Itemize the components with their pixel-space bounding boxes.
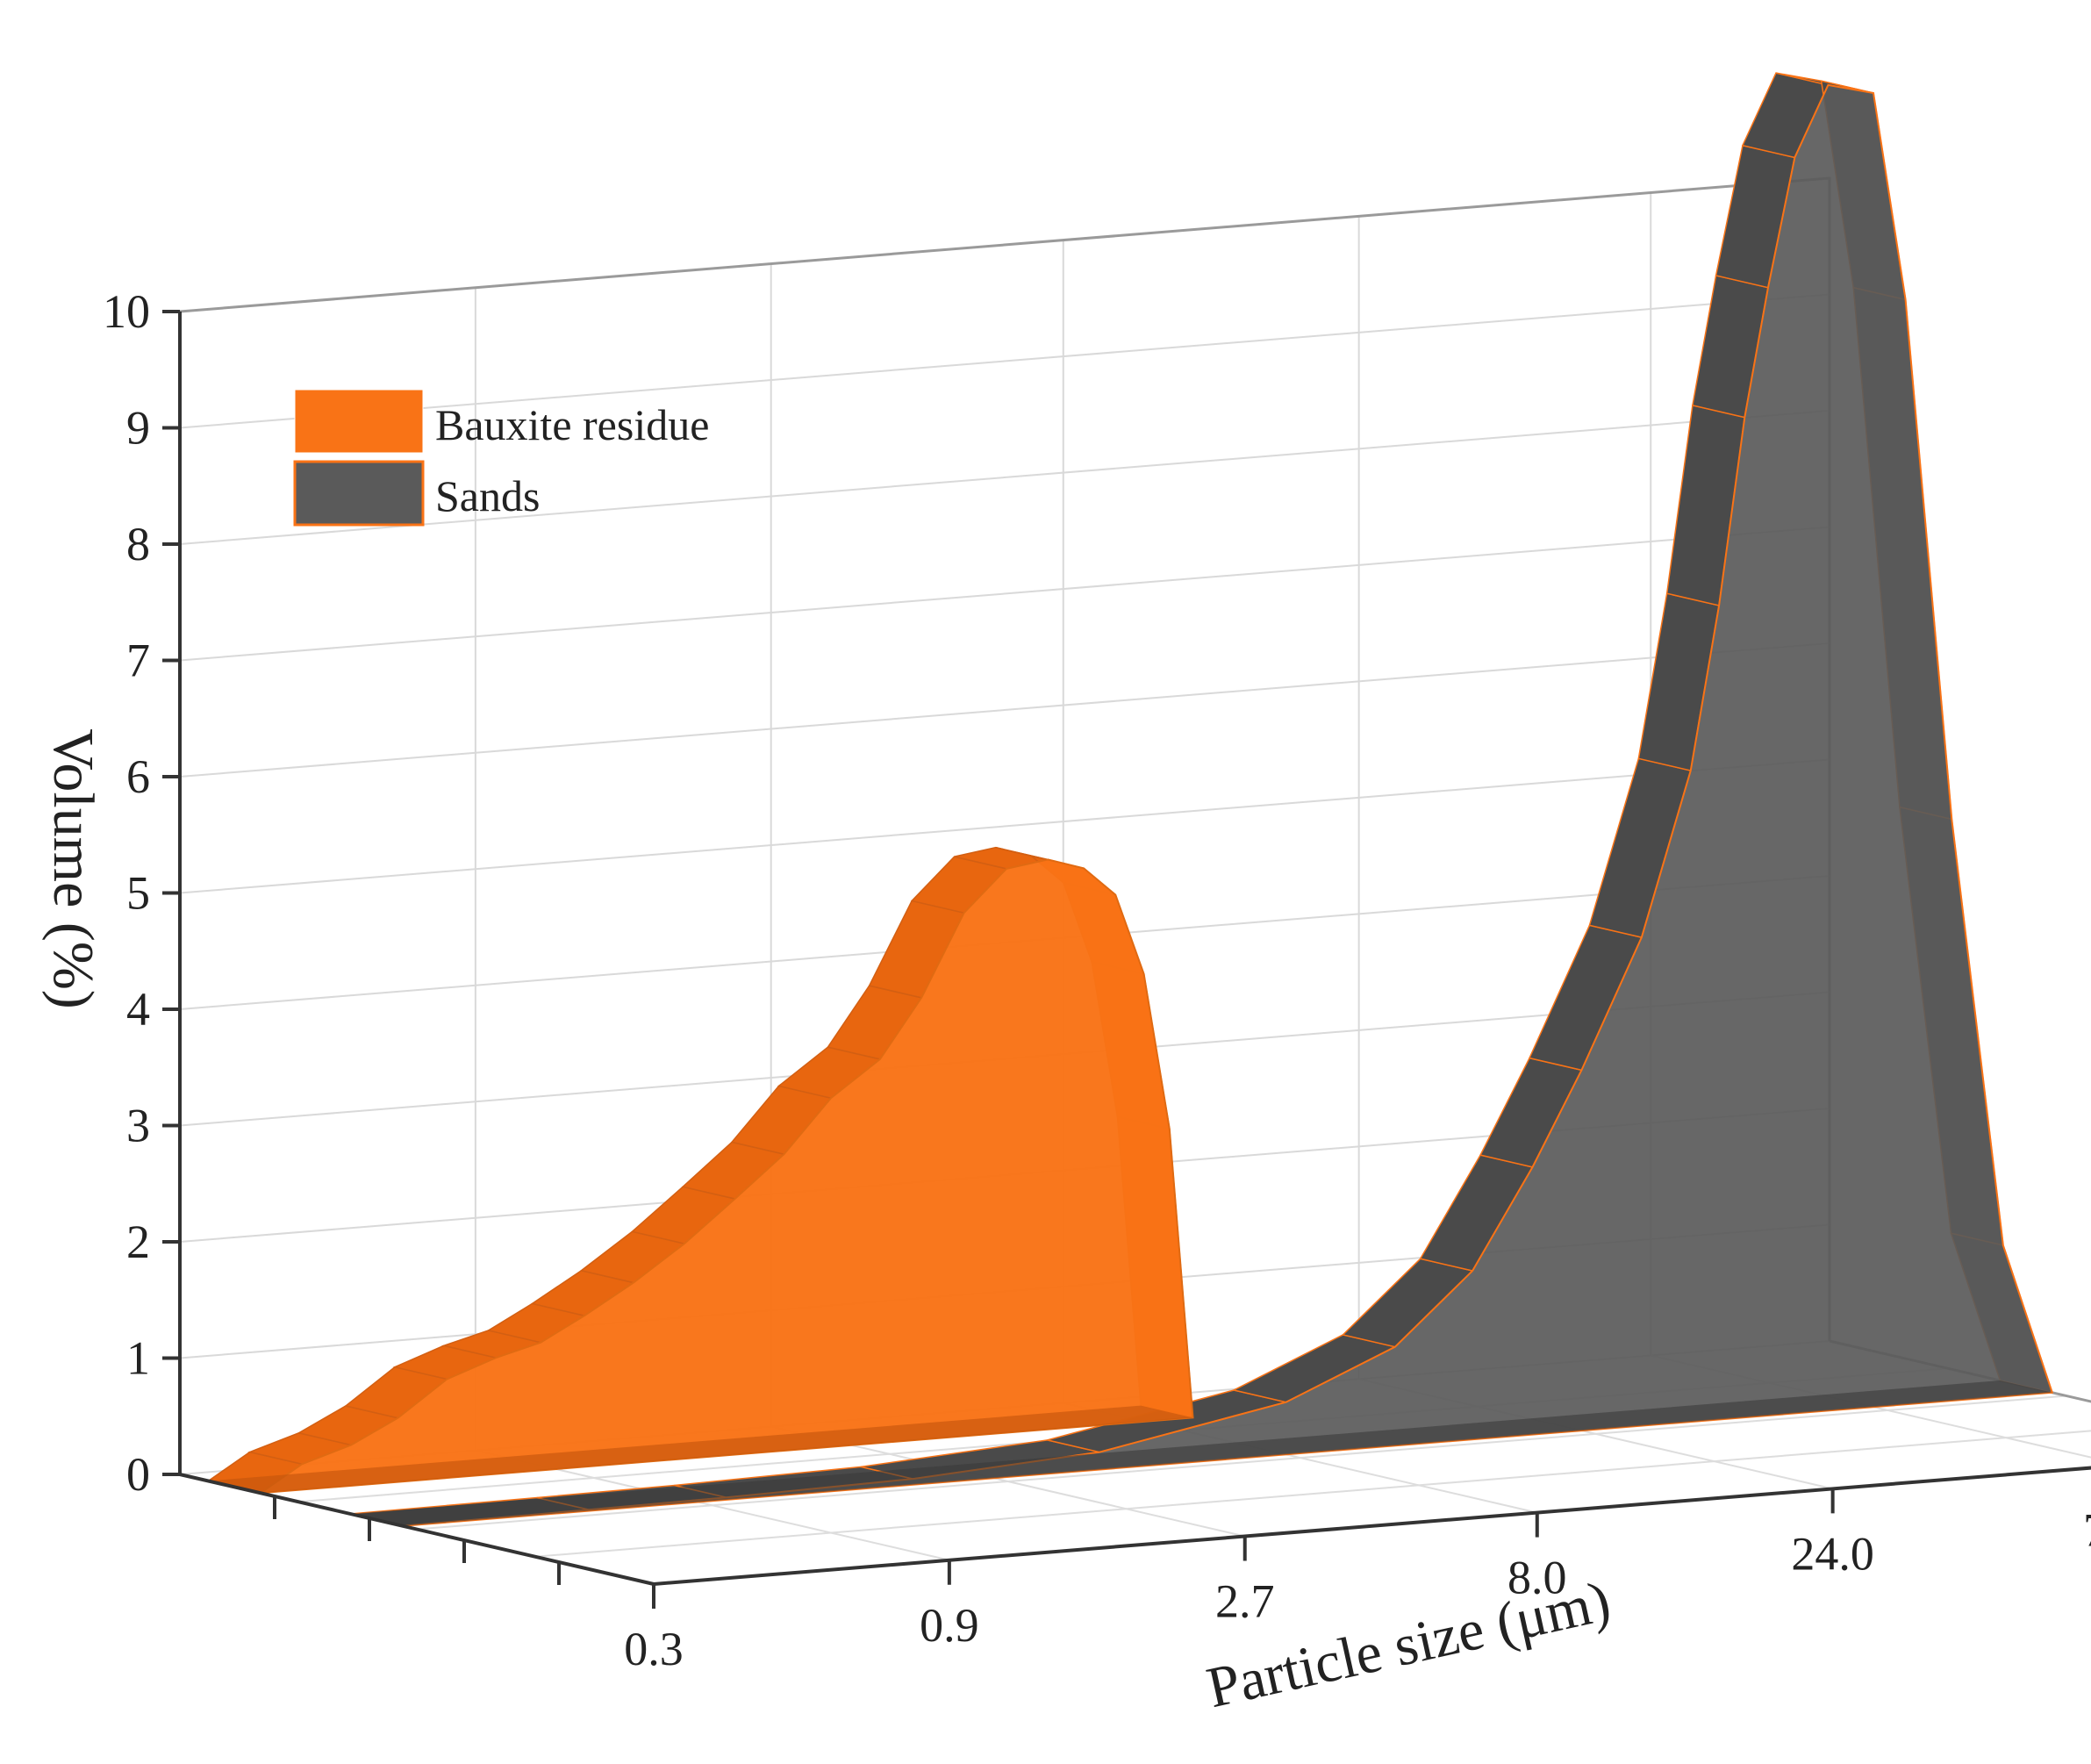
y-tick-label: 1 — [126, 1332, 150, 1385]
y-tick-label: 3 — [126, 1100, 150, 1152]
x-tick-label: 8.0 — [1507, 1552, 1567, 1604]
legend: Bauxite residue Sands — [293, 389, 709, 527]
back-wall-gridline — [179, 526, 1830, 662]
legend-swatch-sands — [293, 460, 425, 527]
y-tick-label: 8 — [126, 518, 150, 570]
y-axis-title: Volume (%) — [41, 728, 105, 1009]
x-tick-label: 0.3 — [624, 1623, 684, 1675]
x-tick-label: 0.9 — [920, 1599, 979, 1652]
floor-depth-gridline — [534, 1430, 2091, 1558]
back-wall-gridline — [179, 758, 1830, 894]
y-tick-label: 5 — [126, 867, 150, 920]
y-tick-label: 0 — [126, 1448, 150, 1501]
depth-axis-line — [179, 1473, 655, 1586]
series-layer — [206, 72, 2054, 1527]
floor-depth-gridline — [416, 1395, 2067, 1531]
series-base — [208, 1405, 1193, 1494]
x-tick-label: 71.0 — [2083, 1503, 2091, 1556]
back-wall-gridline — [179, 293, 1830, 429]
legend-label-bauxite-residue: Bauxite residue — [435, 400, 709, 449]
y-tick-label: 2 — [126, 1215, 150, 1268]
bauxite-residue-area — [257, 858, 1194, 1495]
x-tick-label: 2.7 — [1215, 1575, 1275, 1628]
y-tick-label: 7 — [126, 635, 150, 687]
series-base — [350, 1380, 2052, 1526]
x-tick-label: 24.0 — [1791, 1527, 1874, 1580]
legend-label-sands: Sands — [435, 471, 540, 520]
y-tick-label: 9 — [126, 402, 150, 455]
y-tick-label: 6 — [126, 750, 150, 803]
legend-swatch-bauxite-residue — [294, 389, 424, 454]
y-tick-label: 10 — [103, 285, 150, 338]
back-wall-gridline — [179, 642, 1830, 778]
back-wall-gridline — [179, 410, 1830, 545]
x-axis-line — [653, 1466, 2091, 1586]
y-tick-label: 4 — [126, 983, 150, 1036]
